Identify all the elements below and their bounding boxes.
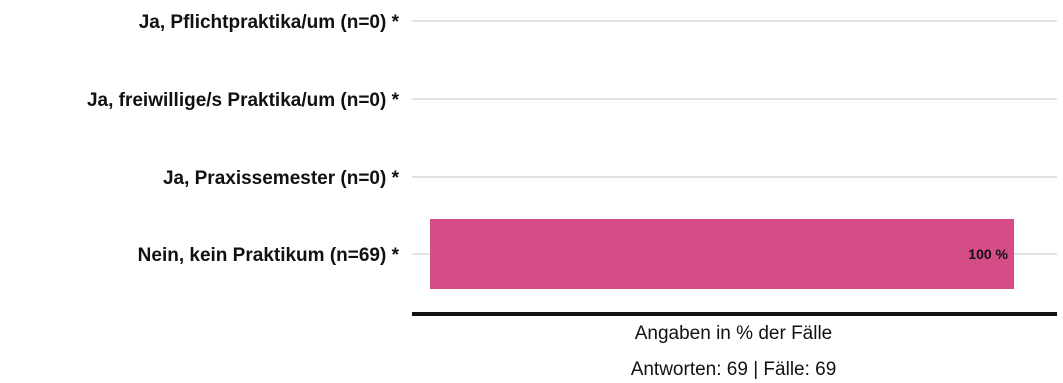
bar <box>430 219 1014 289</box>
x-axis-label: Angaben in % der Fälle <box>635 323 833 344</box>
category-label: Ja, Pflichtpraktika/um (n=0) * <box>139 12 400 33</box>
response-count: Antworten: 69 | Fälle: 69 <box>631 359 837 380</box>
data-label: 100 % <box>968 246 1008 262</box>
category-labels: Ja, Pflichtpraktika/um (n=0) * Ja, freiwi… <box>87 12 400 266</box>
data-labels: 100 % <box>968 246 1008 262</box>
bars <box>430 219 1014 289</box>
category-label: Ja, freiwillige/s Praktika/um (n=0) * <box>87 90 400 111</box>
category-label: Nein, kein Praktikum (n=69) * <box>138 245 400 266</box>
category-label: Ja, Praxissemester (n=0) * <box>163 168 400 189</box>
